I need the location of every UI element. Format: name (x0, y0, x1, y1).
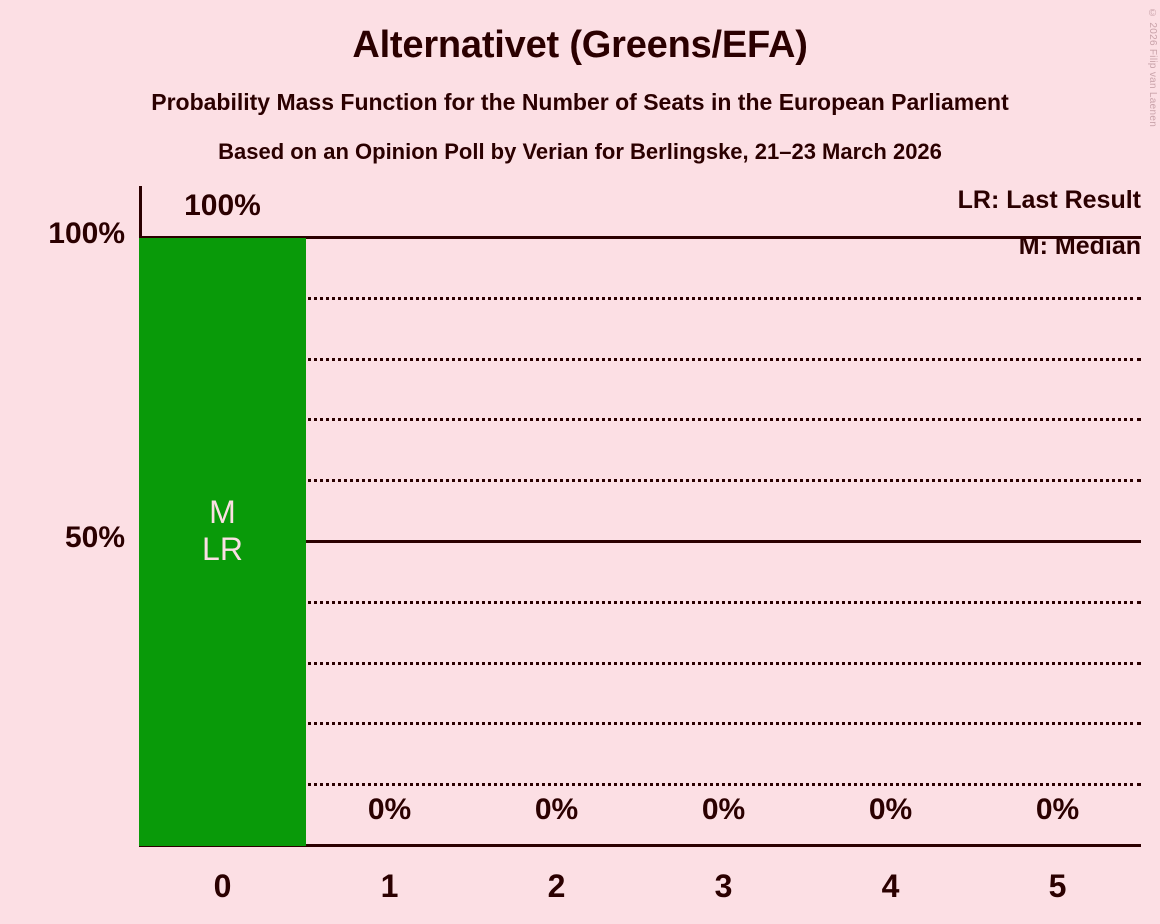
gridline-10pct (139, 783, 1141, 787)
x-tick-label-2: 2 (547, 868, 566, 904)
bar-value-seat-3: 0% (701, 793, 746, 826)
gridline-50pct (139, 540, 1141, 543)
x-tick-label-4: 4 (881, 868, 900, 904)
x-axis-line (139, 844, 1141, 847)
y-tick-label-50pct: 50% (64, 521, 125, 554)
bar-value-seat-0: 100% (184, 189, 261, 222)
gridline-20pct (139, 722, 1141, 726)
bars-layer: M LR (139, 187, 1141, 846)
x-tick-label-0: 0 (213, 868, 232, 904)
chart-subtitle: Probability Mass Function for the Number… (151, 89, 1009, 115)
x-tick-label-3: 3 (714, 868, 733, 904)
x-tick-label-1: 1 (380, 868, 399, 904)
bar-value-seat-1: 0% (367, 793, 412, 826)
gridline-60pct (139, 479, 1141, 483)
copyright-notice: © 2026 Filip van Laenen (1147, 8, 1158, 128)
page-title: Alternativet (Greens/EFA) (352, 24, 808, 66)
gridline-100pct (139, 236, 1141, 239)
gridline-70pct (139, 418, 1141, 422)
chart-source-note: Based on an Opinion Poll by Verian for B… (218, 139, 942, 164)
gridline-30pct (139, 661, 1141, 665)
gridline-80pct (139, 357, 1141, 361)
gridline-90pct (139, 296, 1141, 300)
bar-marker-labels: M LR (202, 494, 243, 567)
bar-value-seat-5: 0% (1035, 793, 1080, 826)
x-tick-label-5: 5 (1048, 868, 1067, 904)
bar-seat-0[interactable]: M LR (139, 238, 306, 846)
bar-value-seat-4: 0% (868, 793, 913, 826)
y-tick-label-100pct: 100% (48, 217, 125, 250)
legend-last-result: LR: Last Result (957, 186, 1141, 214)
bar-value-seat-2: 0% (534, 793, 579, 826)
gridline-40pct (139, 600, 1141, 604)
